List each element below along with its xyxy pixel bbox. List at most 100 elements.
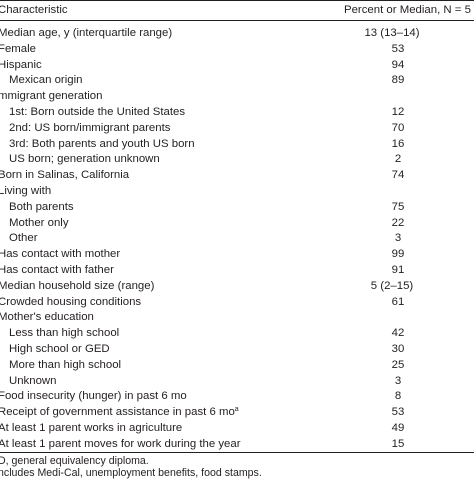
table-row: Median age, y (interquartile range) 13 (1… — [0, 26, 474, 42]
row-label-text: High school or GED — [9, 342, 110, 355]
row-label: Less than high school — [9, 326, 119, 342]
row-label: At least 1 parent works in agriculture — [0, 421, 182, 437]
table-row: US born; generation unknown 2 — [0, 152, 474, 168]
row-label: Food insecurity (hunger) in past 6 mo — [0, 389, 187, 405]
footnote-ged: D, general equivalency diploma. — [0, 455, 149, 467]
row-value: 12 — [391, 105, 405, 118]
row-label: High school or GED — [9, 342, 110, 358]
row-label: At least 1 parent moves for work during … — [0, 437, 241, 453]
row-label: 1st: Born outside the United States — [9, 105, 185, 121]
row-label: Other — [9, 231, 38, 247]
row-label-text: Mexican origin — [9, 74, 83, 87]
row-label: Living with — [0, 184, 51, 200]
row-value: 2 — [394, 153, 402, 166]
row-label: More than high school — [9, 358, 121, 374]
row-value: 49 — [391, 421, 405, 434]
row-value: 13 (13–14) — [364, 27, 420, 39]
row-label-text: Hispanic — [0, 58, 42, 71]
row-value: 30 — [391, 342, 405, 355]
row-value: 3 — [394, 374, 402, 387]
row-label: US born; generation unknown — [9, 152, 160, 168]
row-label-text: 2nd: US born/immigrant parents — [9, 121, 171, 134]
row-label-text: At least 1 parent moves for work during … — [0, 437, 241, 450]
row-label-text: Median household size (range) — [0, 279, 155, 292]
table-row: Both parents 75 — [0, 200, 474, 216]
table-row: Mother's education — [0, 310, 474, 326]
row-label: Hispanic — [0, 58, 42, 74]
table-row: At least 1 parent works in agriculture 49 — [0, 421, 474, 437]
row-value: 75 — [391, 200, 405, 213]
row-value: 94 — [391, 58, 405, 71]
row-label-text: Living with — [0, 184, 52, 197]
row-label: Unknown — [9, 374, 57, 390]
table-row: Less than high school 42 — [0, 326, 474, 342]
table-row: Other 3 — [0, 231, 474, 247]
header-value-text: Percent or Median, N = 5 — [344, 4, 471, 16]
row-value: 99 — [391, 248, 405, 261]
row-label: mmigrant generation — [0, 89, 102, 105]
row-label-text: Has contact with father — [0, 263, 114, 276]
row-value: 8 — [394, 390, 402, 403]
footnote-assistance: ncludes Medi-Cal, unemployment benefits,… — [0, 467, 262, 479]
row-label: 2nd: US born/immigrant parents — [9, 121, 170, 137]
table-row: 1st: Born outside the United States 12 — [0, 105, 474, 121]
table-row: Mother only 22 — [0, 216, 474, 232]
table-row: Unknown 3 — [0, 374, 474, 390]
row-label-text: Has contact with mother — [0, 248, 121, 261]
row-label-text: Food insecurity (hunger) in past 6 mo — [0, 390, 187, 403]
row-value: 53 — [391, 406, 405, 419]
row-label: Has contact with mother — [0, 247, 120, 263]
row-value: 91 — [391, 263, 405, 276]
row-label: Born in Salinas, California — [0, 168, 129, 184]
row-label-text: 3rd: Both parents and youth US born — [9, 137, 195, 150]
row-label: 3rd: Both parents and youth US born — [9, 137, 195, 153]
row-label-text: Receipt of government assistance in past… — [0, 406, 235, 419]
row-label-text: mmigrant generation — [0, 90, 103, 103]
table-row: Female 53 — [0, 42, 474, 58]
row-value: 61 — [391, 295, 405, 308]
table-row: Has contact with father 91 — [0, 263, 474, 279]
row-label: Crowded housing conditions — [0, 295, 141, 311]
row-value: 70 — [391, 121, 405, 134]
table-row: Receipt of government assistance in past… — [0, 405, 474, 421]
row-label-text: Mother only — [9, 216, 69, 229]
top-rule — [0, 0, 474, 1]
row-label-text: 1st: Born outside the United States — [9, 105, 186, 118]
row-value: 15 — [391, 437, 405, 450]
row-label: Median household size (range) — [0, 279, 154, 295]
row-label: Has contact with father — [0, 263, 114, 279]
table-row: At least 1 parent moves for work during … — [0, 437, 474, 453]
row-label: Receipt of government assistance in past… — [0, 405, 239, 421]
row-label-text: Born in Salinas, California — [0, 169, 130, 182]
row-label-text: Unknown — [9, 374, 57, 387]
header-rule — [0, 20, 474, 21]
row-label-text: More than high school — [9, 358, 122, 371]
table-row: Food insecurity (hunger) in past 6 mo 8 — [0, 389, 474, 405]
row-value: 22 — [391, 216, 405, 229]
table-row: More than high school 25 — [0, 358, 474, 374]
row-value: 42 — [391, 327, 405, 340]
row-label-text: Both parents — [9, 200, 74, 213]
table-row: Median household size (range) 5 (2–15) — [0, 279, 474, 295]
table-row: 3rd: Both parents and youth US born 16 — [0, 137, 474, 153]
row-label-text: Median age, y (interquartile range) — [0, 27, 173, 39]
row-value: 74 — [391, 169, 405, 182]
row-value: 5 (2–15) — [370, 279, 414, 292]
row-label: Mother's education — [0, 310, 94, 326]
row-value: 16 — [391, 137, 405, 150]
row-value: 53 — [391, 42, 405, 55]
row-label-text: US born; generation unknown — [9, 153, 160, 166]
table-row: Crowded housing conditions 61 — [0, 295, 474, 311]
header-percent-or-median: Percent or Median, N = 5 — [344, 2, 471, 18]
row-label: Both parents — [9, 200, 74, 216]
row-label-text: Crowded housing conditions — [0, 295, 142, 308]
row-value: 25 — [391, 358, 405, 371]
row-label-text: Other — [9, 232, 38, 245]
table-body: Median age, y (interquartile range) 13 (1… — [0, 26, 474, 453]
row-label: Mexican origin — [9, 73, 82, 89]
footnote-marker: a — [234, 406, 239, 414]
bottom-rule — [0, 452, 474, 453]
row-label: Mother only — [9, 216, 69, 232]
row-value: 89 — [391, 74, 405, 87]
table-row: 2nd: US born/immigrant parents 70 — [0, 121, 474, 137]
